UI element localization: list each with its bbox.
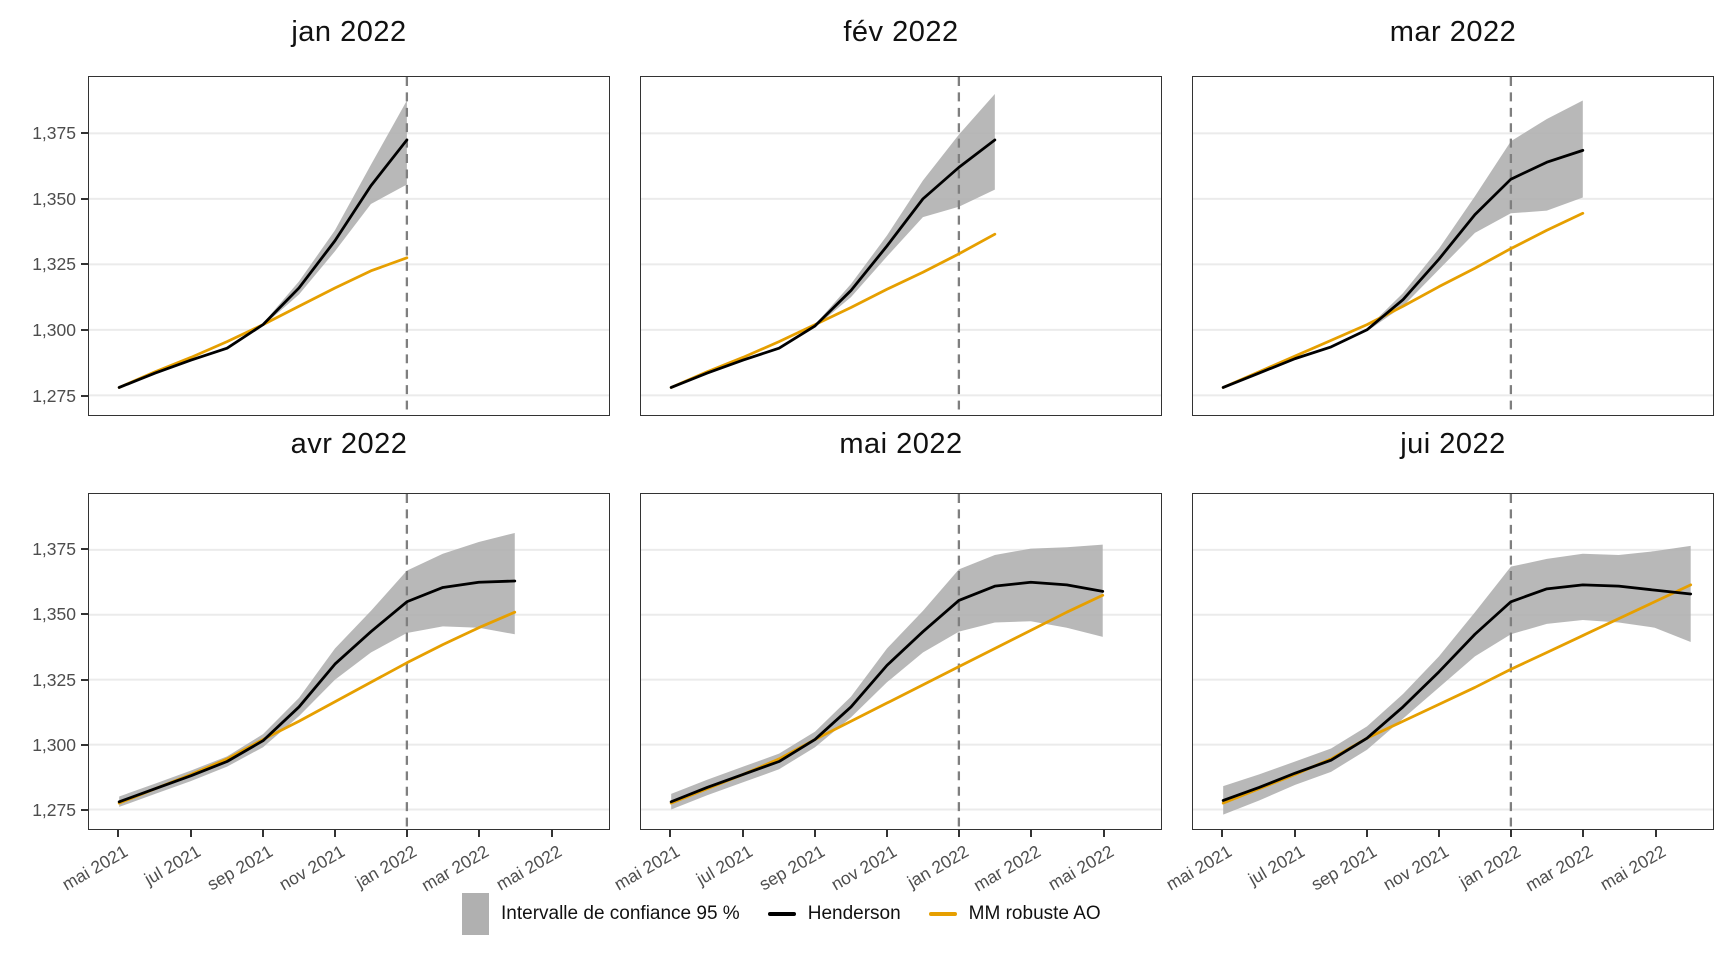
henderson-line-swatch-icon xyxy=(767,912,796,916)
x-axis-tick xyxy=(813,830,816,837)
x-axis-tick xyxy=(741,830,744,837)
panel-plot-area-jan-2022 xyxy=(89,77,609,415)
legend-item-mm-robuste-ao: MM robuste AO xyxy=(928,903,1101,925)
facet-panel-jui-2022 xyxy=(1192,493,1714,830)
facet-panel-avr-2022 xyxy=(88,493,610,830)
y-axis-label-1375: 1,375 xyxy=(32,539,76,560)
confidence-band xyxy=(671,544,1103,810)
x-axis-tick xyxy=(189,830,192,837)
y-axis-tick xyxy=(81,329,88,332)
henderson-line xyxy=(117,579,517,804)
x-axis-tick xyxy=(1102,830,1105,837)
y-axis-label-1350: 1,350 xyxy=(32,188,76,209)
henderson-line xyxy=(117,138,409,389)
y-axis-tick xyxy=(81,548,88,551)
facet-title-jui-2022: jui 2022 xyxy=(1400,428,1506,460)
confidence-band xyxy=(1223,545,1691,815)
y-axis-label-1275: 1,275 xyxy=(32,800,76,821)
mm-robuste-ao-line xyxy=(1221,211,1585,389)
x-axis-tick xyxy=(1365,830,1368,837)
x-axis-tick xyxy=(117,830,120,837)
confidence-band-swatch-icon xyxy=(462,893,489,935)
x-axis-tick xyxy=(550,830,553,837)
mm-robuste-ao-line xyxy=(669,232,997,389)
y-axis-tick xyxy=(81,395,88,398)
facet-title-mar-2022: mar 2022 xyxy=(1389,16,1517,48)
facet-title-avr-2022: avr 2022 xyxy=(290,428,408,460)
x-axis-tick xyxy=(1293,830,1296,837)
facet-panel-mai-2022 xyxy=(640,493,1162,830)
facet-panel-jan-2022 xyxy=(88,76,610,416)
legend-label-mm-robuste-ao: MM robuste AO xyxy=(968,903,1101,924)
x-axis-tick xyxy=(1437,830,1440,837)
y-axis-label-1300: 1,300 xyxy=(32,735,76,756)
y-axis-tick xyxy=(81,263,88,266)
x-axis-tick xyxy=(1510,830,1513,837)
facet-panel-fev-2022 xyxy=(640,76,1162,416)
mm-robuste-ao-line-swatch-icon xyxy=(928,912,957,916)
confidence-band xyxy=(263,100,407,326)
henderson-line xyxy=(1221,583,1693,802)
henderson-line xyxy=(1221,148,1585,389)
facet-title-jan-2022: jan 2022 xyxy=(291,16,407,48)
panel-plot-area-fév-2022 xyxy=(641,77,1161,415)
legend: Intervalle de confiance 95 % Henderson M… xyxy=(462,893,1101,935)
y-axis-label-1325: 1,325 xyxy=(32,669,76,690)
legend-item-henderson: Henderson xyxy=(767,903,901,925)
legend-item-confidence-interval: Intervalle de confiance 95 % xyxy=(462,893,740,935)
y-axis-label-1325: 1,325 xyxy=(32,254,76,275)
y-axis-tick xyxy=(81,744,88,747)
y-axis-tick xyxy=(81,809,88,812)
x-axis-tick xyxy=(478,830,481,837)
panel-plot-area-mai-2022 xyxy=(641,494,1161,829)
panel-plot-area-avr-2022 xyxy=(89,494,609,829)
x-axis-tick xyxy=(333,830,336,837)
y-axis-label-1375: 1,375 xyxy=(32,122,76,143)
confidence-band xyxy=(119,532,515,807)
x-axis-tick xyxy=(261,830,264,837)
panel-plot-area-jui-2022 xyxy=(1193,494,1713,829)
facet-title-mai-2022: mai 2022 xyxy=(839,428,963,460)
x-axis-tick xyxy=(1654,830,1657,837)
x-axis-tick xyxy=(1030,830,1033,837)
x-axis-tick xyxy=(669,830,672,837)
x-axis-tick xyxy=(406,830,409,837)
y-axis-tick xyxy=(81,678,88,681)
facet-title-fev-2022: fév 2022 xyxy=(843,16,959,48)
x-axis-tick xyxy=(1221,830,1224,837)
facet-panel-mar-2022 xyxy=(1192,76,1714,416)
y-axis-tick xyxy=(81,197,88,200)
henderson-line xyxy=(669,138,997,389)
confidence-band xyxy=(815,93,995,328)
mm-robuste-ao-line xyxy=(117,610,517,805)
y-axis-tick xyxy=(81,131,88,134)
legend-label-confidence-interval: Intervalle de confiance 95 % xyxy=(501,903,740,924)
y-axis-label-1300: 1,300 xyxy=(32,320,76,341)
panel-plot-area-mar-2022 xyxy=(1193,77,1713,415)
henderson-line xyxy=(669,580,1105,804)
y-axis-label-1275: 1,275 xyxy=(32,386,76,407)
y-axis-label-1350: 1,350 xyxy=(32,604,76,625)
x-axis-tick xyxy=(885,830,888,837)
x-axis-tick xyxy=(958,830,961,837)
legend-label-henderson: Henderson xyxy=(807,903,901,924)
y-axis-tick xyxy=(81,613,88,616)
x-axis-tick xyxy=(1582,830,1585,837)
